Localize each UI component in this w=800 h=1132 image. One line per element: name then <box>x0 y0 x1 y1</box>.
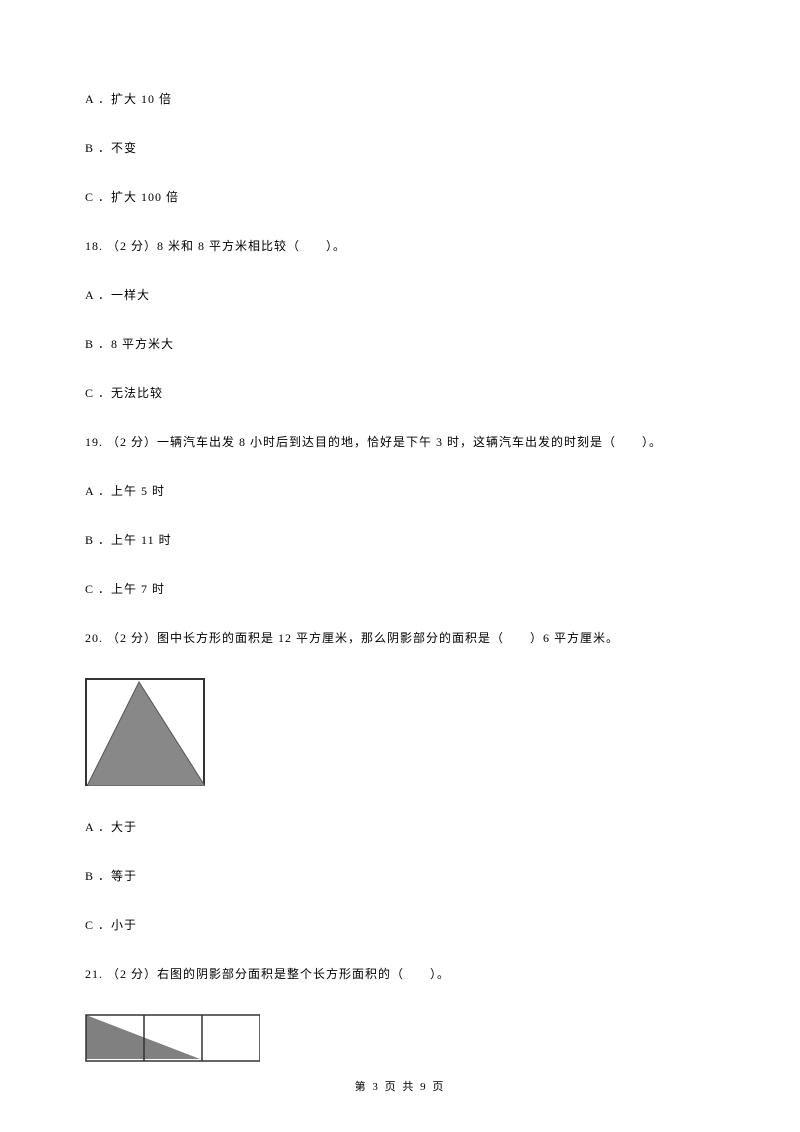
question-19: 19. （2 分）一辆汽车出发 8 小时后到达目的地，恰好是下午 3 时，这辆汽… <box>85 433 715 450</box>
option-17-a: A ．扩大 10 倍 <box>85 90 715 107</box>
option-17-b: B ．不变 <box>85 139 715 156</box>
option-19-c: C ．上午 7 时 <box>85 580 715 597</box>
option-20-b: B ．等于 <box>85 867 715 884</box>
option-19-b: B ．上午 11 时 <box>85 531 715 548</box>
option-19-a: A ．上午 5 时 <box>85 482 715 499</box>
option-18-c: C ．无法比较 <box>85 384 715 401</box>
page-footer: 第 3 页 共 9 页 <box>0 1078 800 1094</box>
figure-rectangle <box>85 1014 715 1062</box>
question-21: 21. （2 分）右图的阴影部分面积是整个长方形面积的（ ）。 <box>85 965 715 982</box>
option-18-a: A ．一样大 <box>85 286 715 303</box>
option-20-c: C ．小于 <box>85 916 715 933</box>
option-17-c: C ．扩大 100 倍 <box>85 188 715 205</box>
option-20-a: A ．大于 <box>85 818 715 835</box>
question-18: 18. （2 分）8 米和 8 平方米相比较（ ）。 <box>85 237 715 254</box>
question-20: 20. （2 分）图中长方形的面积是 12 平方厘米，那么阴影部分的面积是（ ）… <box>85 629 715 646</box>
figure-triangle <box>85 678 715 786</box>
option-18-b: B ．8 平方米大 <box>85 335 715 352</box>
